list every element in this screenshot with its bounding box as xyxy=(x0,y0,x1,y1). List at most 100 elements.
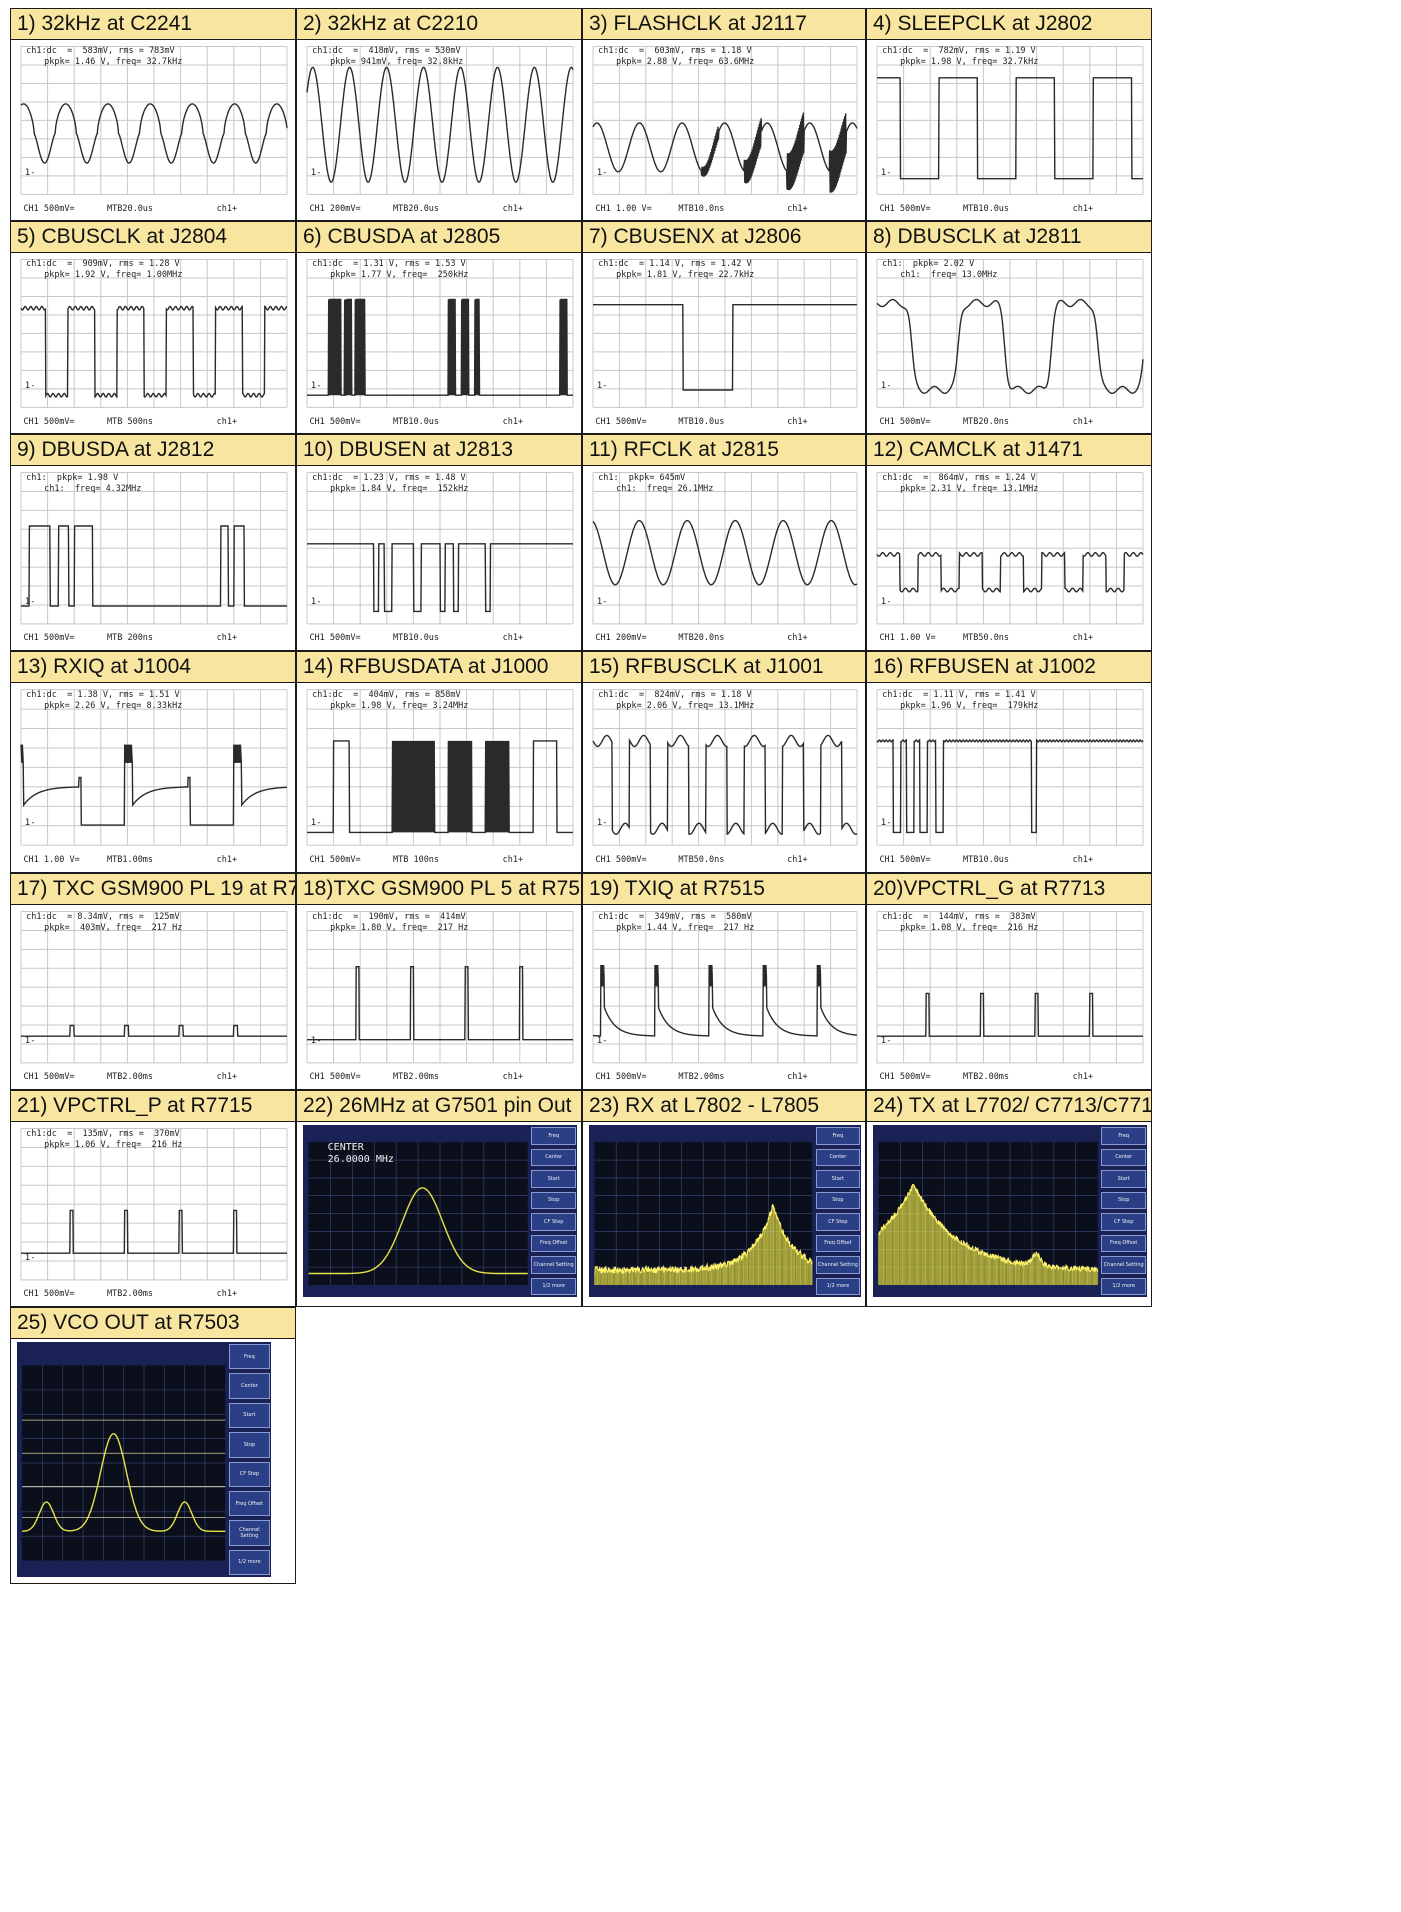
measurement-readout: ch1:dc = 824mV, rms = 1.18 Vpkpk= 2.06 V… xyxy=(598,690,754,712)
softkey-cf-step[interactable]: CF Step xyxy=(229,1462,270,1487)
oscilloscope-screen: ch1:dc = 782mV, rms = 1.19 Vpkpk= 1.98 V… xyxy=(874,43,1146,217)
readout-line-2: pkpk= 1.98 V, freq= 32.7kHz xyxy=(882,57,1038,68)
vertical-scale: CH1 200mV= xyxy=(595,633,678,643)
softkey-center[interactable]: Center xyxy=(531,1149,576,1167)
readout-line-1: ch1:dc = 909mV, rms = 1.28 V xyxy=(26,259,182,270)
vertical-scale: CH1 500mV= xyxy=(879,1072,963,1082)
softkey-freq-offset[interactable]: Freq Offset xyxy=(531,1235,576,1253)
softkey-1-2-more[interactable]: 1/2 more xyxy=(229,1550,270,1575)
readout-line-2: pkpk= 1.84 V, freq= 152kHz xyxy=(312,484,468,495)
softkey-channel-setting[interactable]: Channel Setting xyxy=(816,1256,860,1274)
softkey-stop[interactable]: Stop xyxy=(816,1192,860,1210)
measurement-readout: ch1:dc = 1.23 V, rms = 1.48 Vpkpk= 1.84 … xyxy=(312,473,468,495)
channel-ground-marker: 1- xyxy=(25,168,36,178)
softkey-channel-setting[interactable]: Channel Setting xyxy=(229,1520,270,1545)
softkey-freq-offset[interactable]: Freq Offset xyxy=(816,1235,860,1253)
readout-line-1: ch1:dc = 782mV, rms = 1.19 V xyxy=(882,46,1038,57)
channel-ground-marker: 1- xyxy=(25,1036,36,1046)
softkey-start[interactable]: Start xyxy=(816,1170,860,1188)
softkey-start[interactable]: Start xyxy=(229,1403,270,1428)
vertical-scale: CH1 1.00 V= xyxy=(879,633,963,643)
scope-footer: CH1 500mV= MTB2.00ms ch1+ xyxy=(309,1072,570,1082)
softkey-center[interactable]: Center xyxy=(816,1149,860,1167)
trigger-channel: ch1+ xyxy=(1073,1072,1141,1082)
scope-grid xyxy=(21,473,287,624)
readout-line-2: ch1: freq= 4.32MHz xyxy=(26,484,141,495)
vertical-scale: CH1 500mV= xyxy=(879,204,963,214)
trigger-channel: ch1+ xyxy=(503,855,571,865)
vertical-scale: CH1 500mV= xyxy=(595,1072,678,1082)
trigger-channel: ch1+ xyxy=(503,417,571,427)
measurement-readout: ch1: pkpk= 2.02 Vch1: freq= 13.0MHz xyxy=(882,259,997,281)
softkey-channel-setting[interactable]: Channel Setting xyxy=(1101,1256,1146,1274)
softkey-center[interactable]: Center xyxy=(1101,1149,1146,1167)
trigger-channel: ch1+ xyxy=(1073,204,1141,214)
channel-ground-marker: 1- xyxy=(25,1253,36,1263)
softkey-channel-setting[interactable]: Channel Setting xyxy=(531,1256,576,1274)
timebase: MTB20.0ns xyxy=(678,633,787,643)
softkey-cf-step[interactable]: CF Step xyxy=(531,1213,576,1231)
softkey-1-2-more[interactable]: 1/2 more xyxy=(816,1278,860,1296)
spectrum-status-bar xyxy=(17,1342,225,1363)
channel-ground-marker: 1- xyxy=(311,381,322,391)
timebase: MTB10.0us xyxy=(963,855,1073,865)
channel-ground-marker: 1- xyxy=(311,1036,322,1046)
vertical-scale: CH1 500mV= xyxy=(879,855,963,865)
softkey-stop[interactable]: Stop xyxy=(531,1192,576,1210)
oscilloscope-screen: ch1:dc = 864mV, rms = 1.24 Vpkpk= 2.31 V… xyxy=(874,469,1146,647)
softkey-stop[interactable]: Stop xyxy=(229,1432,270,1457)
measurement-readout: ch1:dc = 1.38 V, rms = 1.51 Vpkpk= 2.26 … xyxy=(26,690,182,712)
trigger-channel: ch1+ xyxy=(217,204,285,214)
softkey-freq[interactable]: Freq xyxy=(229,1344,270,1369)
readout-line-2: pkpk= 1.92 V, freq= 1.00MHz xyxy=(26,270,182,281)
panel-caption: 3) FLASHCLK at J2117 xyxy=(583,9,865,40)
scope-footer: CH1 200mV= MTB20.0ns ch1+ xyxy=(595,633,854,643)
oscilloscope-screen: ch1:dc = 418mV, rms = 530mV pkpk= 941mV, … xyxy=(304,43,576,217)
measurement-readout: ch1:dc = 583mV, rms = 783mV pkpk= 1.46 V,… xyxy=(26,46,182,68)
scope-plot xyxy=(304,686,576,869)
timebase: MTB2.00ms xyxy=(107,1289,217,1299)
softkey-freq[interactable]: Freq xyxy=(1101,1127,1146,1145)
softkey-start[interactable]: Start xyxy=(531,1170,576,1188)
readout-line-1: ch1:dc = 864mV, rms = 1.24 V xyxy=(882,473,1038,484)
trigger-channel: ch1+ xyxy=(787,633,854,643)
softkey-freq-offset[interactable]: Freq Offset xyxy=(1101,1235,1146,1253)
softkey-cf-step[interactable]: CF Step xyxy=(816,1213,860,1231)
readout-line-2: pkpk= 941mV, freq= 32.8kHz xyxy=(312,57,463,68)
readout-line-2: pkpk= 1.81 V, freq= 22.7kHz xyxy=(598,270,754,281)
scope-grid xyxy=(877,473,1143,624)
panel-5: 5) CBUSCLK at J2804 ch1:dc = 909mV, rms =… xyxy=(10,221,296,434)
readout-line-1: ch1:dc = 1.11 V, rms = 1.41 V xyxy=(882,690,1038,701)
measurement-readout: ch1:dc = 1.31 V, rms = 1.53 Vpkpk= 1.77 … xyxy=(312,259,468,281)
softkey-freq[interactable]: Freq xyxy=(531,1127,576,1145)
scope-plot xyxy=(874,256,1146,430)
channel-ground-marker: 1- xyxy=(311,168,322,178)
spectrum-footer-bar xyxy=(589,1287,812,1297)
softkey-freq-offset[interactable]: Freq Offset xyxy=(229,1491,270,1516)
channel-ground-marker: 1- xyxy=(25,818,36,828)
trigger-channel: ch1+ xyxy=(217,417,285,427)
readout-line-1: ch1: pkpk= 1.98 V xyxy=(26,473,141,484)
channel-ground-marker: 1- xyxy=(597,818,608,828)
measurement-readout: ch1:dc = 1.14 V, rms = 1.42 Vpkpk= 1.81 … xyxy=(598,259,754,281)
oscilloscope-screen: ch1:dc = 1.31 V, rms = 1.53 Vpkpk= 1.77 … xyxy=(304,256,576,430)
timebase: MTB2.00ms xyxy=(107,1072,217,1082)
softkey-1-2-more[interactable]: 1/2 more xyxy=(1101,1278,1146,1296)
panel-6: 6) CBUSDA at J2805 ch1:dc = 1.31 V, rms =… xyxy=(296,221,582,434)
panel-caption: 10) DBUSEN at J2813 xyxy=(297,435,581,466)
softkey-freq[interactable]: Freq xyxy=(816,1127,860,1145)
softkey-stop[interactable]: Stop xyxy=(1101,1192,1146,1210)
scope-footer: CH1 1.00 V= MTB1.00ms ch1+ xyxy=(23,855,284,865)
scope-plot xyxy=(590,686,860,869)
scope-plot xyxy=(18,43,290,217)
softkey-start[interactable]: Start xyxy=(1101,1170,1146,1188)
trigger-channel: ch1+ xyxy=(503,633,571,643)
softkey-cf-step[interactable]: CF Step xyxy=(1101,1213,1146,1231)
spectrum-softkey-menu: Freq Center Start Stop CF Step Freq Offset Cha… xyxy=(228,1342,271,1577)
vertical-scale: CH1 200mV= xyxy=(309,204,393,214)
measurement-readout: ch1:dc = 349mV, rms = 580mV pkpk= 1.44 V,… xyxy=(598,912,754,934)
readout-line-2: ch1: freq= 13.0MHz xyxy=(882,270,997,281)
softkey-1-2-more[interactable]: 1/2 more xyxy=(531,1278,576,1296)
softkey-center[interactable]: Center xyxy=(229,1373,270,1398)
